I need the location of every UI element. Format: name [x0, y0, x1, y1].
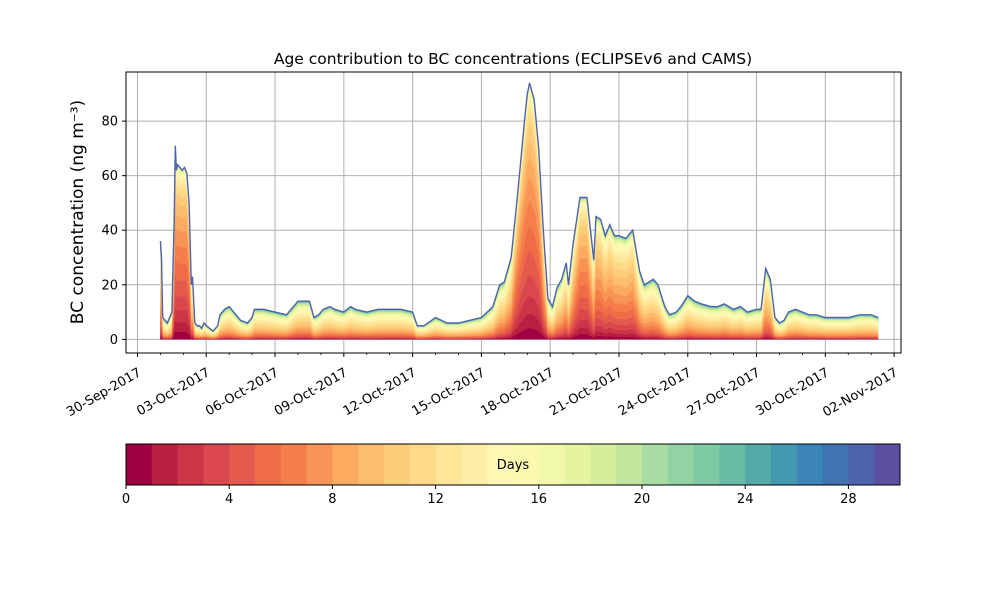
colorbar-tick-label: 12 [427, 492, 444, 507]
y-axis: 0 20 40 60 80 [101, 115, 126, 348]
age-band-0 [160, 328, 879, 340]
colorbar-tick-label: 20 [634, 492, 651, 507]
colorbar-segment [667, 444, 695, 485]
colorbar-segment [461, 444, 488, 485]
colorbar-label: Days [497, 458, 530, 473]
colorbar-segment [229, 444, 256, 485]
x-tick-label: 27-Oct-2017 [685, 365, 763, 419]
colorbar-segment [126, 444, 153, 485]
y-axis-label: BC concentration (ng m⁻³) [68, 100, 88, 324]
colorbar-segment [306, 444, 333, 485]
colorbar-segment [255, 444, 282, 485]
y-tick-label: 40 [101, 224, 118, 239]
colorbar-tick-label: 4 [225, 492, 233, 507]
colorbar-segment [848, 444, 875, 485]
colorbar-segment [151, 444, 179, 485]
colorbar-frame [125, 443, 901, 486]
y-tick-label: 60 [101, 169, 118, 184]
total-outline [159, 82, 879, 333]
colorbar-segment [822, 444, 849, 485]
stacked-areas [159, 82, 879, 340]
colorbar-segment [796, 444, 824, 485]
x-tick-label: 02-Nov-2017 [820, 365, 900, 420]
colorbar-segment [513, 444, 540, 485]
x-tick-label: 30-Sep-2017 [64, 365, 144, 420]
colorbar-tick-label: 24 [737, 492, 754, 507]
colorbar-tick-label: 16 [531, 492, 548, 507]
x-tick-label: 21-Oct-2017 [547, 365, 625, 419]
colorbar-segment [564, 444, 591, 485]
colorbar-segment [693, 444, 720, 485]
colorbar-segment [745, 444, 772, 485]
colorbar-segment [487, 444, 514, 485]
colorbar-segment [409, 444, 437, 485]
age-band-6 [160, 201, 879, 340]
colorbar-segment [590, 444, 617, 485]
age-band-1 [160, 314, 879, 340]
colorbar-segment [384, 444, 411, 485]
colorbar-segment [435, 444, 462, 485]
y-tick-label: 80 [101, 115, 118, 130]
x-tick-label: 15-Oct-2017 [410, 365, 488, 419]
colorbar-segment [203, 444, 230, 485]
colorbar: Days 0 4 8 12 16 20 24 28 [122, 443, 901, 507]
colorbar-segment [538, 444, 566, 485]
colorbar-tick-label: 28 [840, 492, 857, 507]
x-tick-label: 12-Oct-2017 [341, 365, 419, 419]
x-tick-label: 18-Oct-2017 [478, 365, 556, 419]
colorbar-segment [616, 444, 643, 485]
plot-frame [125, 71, 902, 354]
x-axis: 30-Sep-201703-Oct-201706-Oct-201709-Oct-… [64, 353, 901, 420]
colorbar-segment [332, 444, 359, 485]
colorbar-segment [177, 444, 204, 485]
x-tick-label: 09-Oct-2017 [272, 365, 350, 419]
x-tick-label: 03-Oct-2017 [134, 365, 212, 419]
age-band-2 [160, 296, 879, 340]
colorbar-segment [719, 444, 746, 485]
colorbar-segment [874, 444, 901, 485]
age-band-5 [160, 226, 879, 340]
x-tick-label: 30-Oct-2017 [753, 365, 831, 419]
age-band-4 [160, 251, 879, 340]
y-tick-label: 0 [110, 333, 118, 348]
colorbar-segment [358, 444, 385, 485]
x-tick-label: 06-Oct-2017 [203, 365, 281, 419]
colorbar-tick-label: 0 [122, 492, 130, 507]
x-tick-label: 24-Oct-2017 [616, 365, 694, 419]
colorbar-tick-label: 8 [328, 492, 336, 507]
colorbar-segment [771, 444, 798, 485]
colorbar-segment [642, 444, 669, 485]
age-band-3 [160, 275, 879, 340]
y-tick-label: 20 [101, 278, 118, 293]
chart-title: Age contribution to BC concentrations (E… [274, 50, 752, 68]
colorbar-segment [280, 444, 308, 485]
